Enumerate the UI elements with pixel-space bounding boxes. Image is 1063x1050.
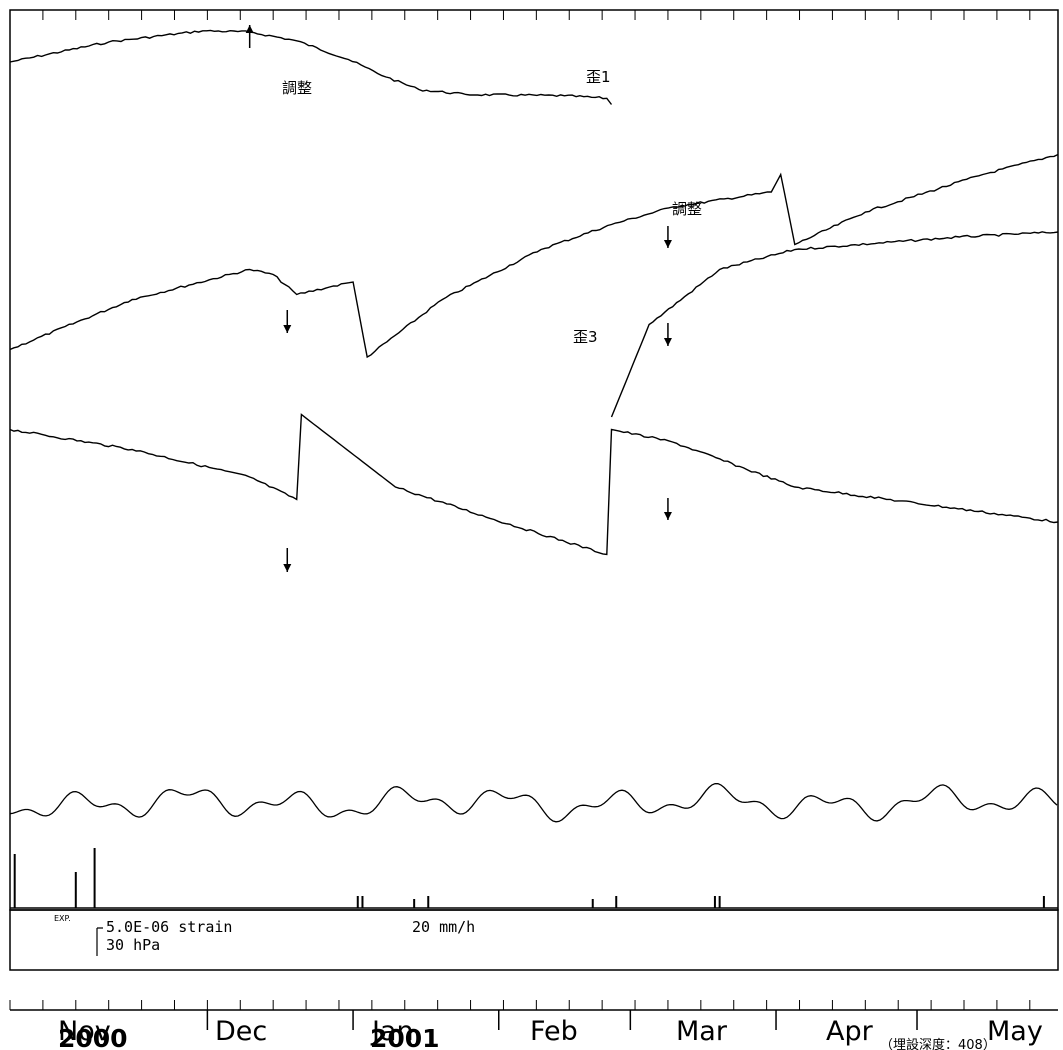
year-label-2000: 2000 xyxy=(58,1024,128,1050)
month-label-jan: Jan xyxy=(370,1016,414,1047)
month-label-mar: Mar xyxy=(676,1016,728,1047)
month-label-apr: Apr xyxy=(826,1016,874,1047)
annotation-adjust-2: 調整 xyxy=(672,200,702,218)
strain-trace-4 xyxy=(9,413,1059,556)
year-label-2001: 2001 xyxy=(370,1024,440,1050)
scale-box xyxy=(9,909,1059,971)
month-label-feb: Feb xyxy=(530,1016,578,1047)
series-label-strain3: 歪3 xyxy=(573,328,598,346)
tick-marks xyxy=(9,10,1031,1030)
adjust-arrow-head xyxy=(663,512,672,520)
month-label-dec: Dec xyxy=(215,1016,267,1047)
traces xyxy=(9,29,1059,823)
strain-trace-3 xyxy=(610,231,1059,418)
adjust-arrow-head xyxy=(283,325,292,333)
scale-rain-label: 20 mm/h xyxy=(412,918,475,936)
depth-footnote: （埋設深度：408） xyxy=(880,1037,996,1050)
annotation-adjust-1: 調整 xyxy=(282,79,312,97)
scale-bracket xyxy=(96,927,103,956)
month-label-may: May xyxy=(987,1016,1043,1047)
exp-label: EXP. xyxy=(54,914,71,923)
adjustment-arrows xyxy=(245,25,672,572)
series-label-strain1: 歪1 xyxy=(586,68,611,86)
scale-pressure-label: 30 hPa xyxy=(106,936,160,954)
adjust-arrow-head xyxy=(245,25,254,33)
strain-trace-1 xyxy=(9,29,613,105)
month-label-nov: Nov xyxy=(58,1016,111,1047)
adjust-arrow-head xyxy=(283,564,292,572)
adjust-arrow-head xyxy=(663,240,672,248)
adjust-arrow-head xyxy=(663,338,672,346)
pressure-trace xyxy=(9,783,1058,823)
plot-frame xyxy=(9,9,1059,911)
scale-strain-label: 5.0E-06 strain xyxy=(106,918,232,936)
rain-bars xyxy=(10,848,1058,909)
strain-trace-2 xyxy=(9,153,1059,359)
